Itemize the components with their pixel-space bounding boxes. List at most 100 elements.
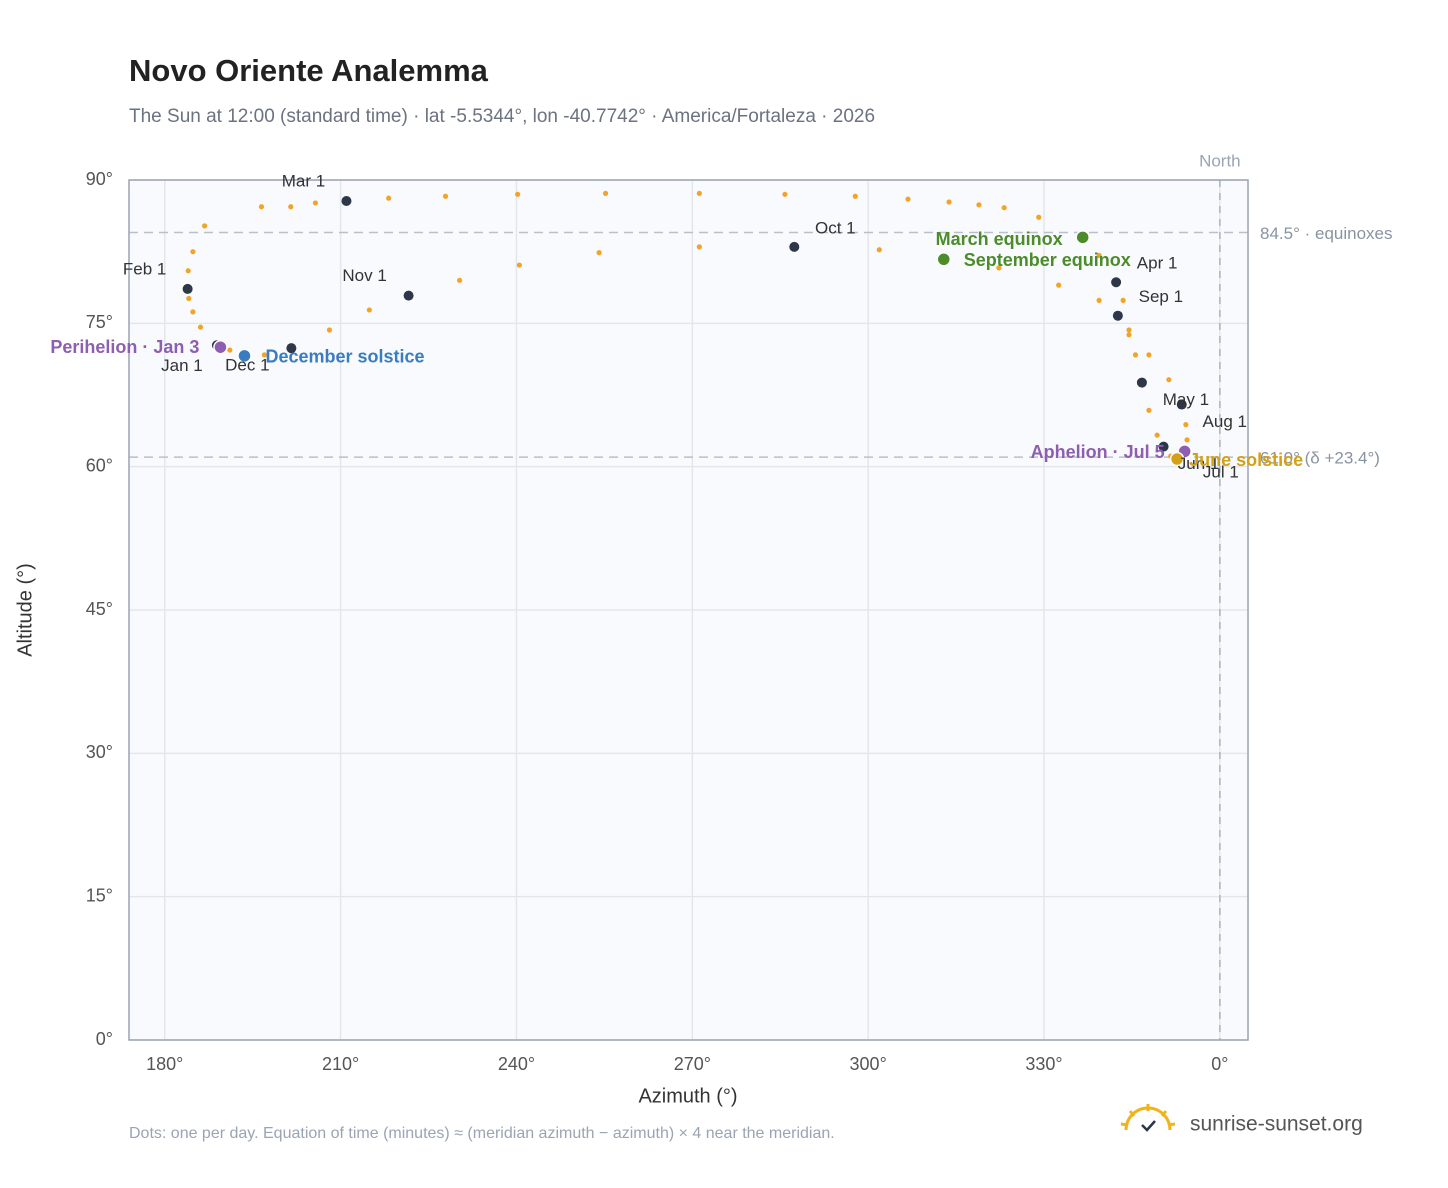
daily-dot bbox=[852, 193, 858, 199]
event-label: Aphelion · Jul 5 bbox=[1031, 442, 1165, 462]
month-label: Mar 1 bbox=[282, 172, 325, 191]
daily-dot bbox=[186, 295, 192, 302]
daily-dot bbox=[442, 193, 449, 199]
daily-dot bbox=[1120, 297, 1126, 303]
plot-frame bbox=[128, 179, 1249, 1041]
event-dot bbox=[1169, 451, 1185, 467]
month-label: Aug 1 bbox=[1203, 412, 1247, 431]
month-dot bbox=[403, 290, 414, 301]
month-dot bbox=[789, 241, 800, 252]
month-label: Feb 1 bbox=[123, 259, 166, 278]
month-label: Sep 1 bbox=[1139, 287, 1183, 306]
daily-dot bbox=[457, 277, 463, 283]
daily-dot bbox=[782, 191, 788, 197]
north-label: North bbox=[1199, 151, 1241, 170]
event-label: September equinox bbox=[964, 250, 1131, 270]
y-tick-label: 0° bbox=[96, 1029, 113, 1049]
daily-dot bbox=[515, 191, 521, 197]
daily-dot bbox=[1154, 432, 1160, 438]
y-tick-label: 90° bbox=[86, 169, 113, 189]
daily-dot bbox=[190, 249, 196, 255]
footnote: Dots: one per day. Equation of time (min… bbox=[129, 1125, 835, 1142]
daily-dot bbox=[1096, 297, 1102, 303]
month-label: Jan 1 bbox=[161, 356, 203, 375]
y-tick-label: 75° bbox=[86, 312, 113, 332]
x-tick-label: 0° bbox=[1211, 1054, 1228, 1074]
daily-dot bbox=[876, 247, 882, 253]
daily-dot bbox=[946, 199, 952, 205]
daily-dot bbox=[386, 195, 392, 201]
daily-dot bbox=[596, 250, 602, 256]
event-dot bbox=[936, 252, 952, 267]
x-tick-label: 300° bbox=[850, 1054, 887, 1074]
daily-dot bbox=[996, 265, 1002, 271]
event-label: December solstice bbox=[265, 347, 424, 367]
daily-dot bbox=[202, 223, 208, 229]
chart-title: Novo Oriente Analemma bbox=[129, 53, 489, 88]
month-dot bbox=[1136, 377, 1147, 388]
y-tick-label: 45° bbox=[86, 599, 113, 619]
daily-dot bbox=[1183, 422, 1189, 428]
daily-dot bbox=[696, 244, 702, 250]
brand: sunrise-sunset.org bbox=[1190, 1113, 1363, 1136]
daily-dot bbox=[976, 202, 982, 208]
daily-dot bbox=[1166, 377, 1172, 383]
x-axis-label: Azimuth (°) bbox=[638, 1085, 737, 1107]
month-label: Apr 1 bbox=[1137, 254, 1178, 273]
daily-dot bbox=[197, 324, 204, 330]
event-label: March equinox bbox=[936, 229, 1063, 249]
daily-dot bbox=[1126, 327, 1132, 333]
reference-label: 84.5° · equinoxes bbox=[1260, 224, 1393, 243]
event-dot bbox=[213, 339, 228, 355]
daily-dot bbox=[190, 309, 196, 315]
daily-dot bbox=[288, 204, 294, 210]
month-label: Nov 1 bbox=[342, 266, 386, 285]
month-label: Oct 1 bbox=[815, 218, 856, 237]
daily-dot bbox=[696, 190, 702, 196]
x-tick-label: 270° bbox=[674, 1054, 711, 1074]
daily-dot bbox=[1184, 437, 1190, 443]
daily-dot bbox=[326, 327, 333, 333]
reference-label: 61.0° (δ +23.4°) bbox=[1260, 449, 1380, 468]
month-dot bbox=[286, 343, 297, 354]
month-label: Jul 1 bbox=[1203, 463, 1239, 482]
event-dot bbox=[237, 348, 252, 364]
x-tick-label: 210° bbox=[322, 1054, 359, 1074]
daily-dot bbox=[1056, 282, 1062, 288]
daily-dot bbox=[185, 268, 191, 274]
month-dot bbox=[1111, 277, 1122, 288]
y-tick-label: 15° bbox=[86, 885, 113, 905]
daily-dot bbox=[1126, 332, 1132, 338]
daily-dot bbox=[905, 196, 911, 202]
daily-dot bbox=[258, 204, 265, 210]
x-tick-label: 330° bbox=[1025, 1054, 1062, 1074]
month-label: Jun 1 bbox=[1178, 454, 1220, 473]
y-tick-label: 30° bbox=[86, 742, 113, 762]
daily-dot bbox=[602, 190, 609, 196]
month-dot bbox=[182, 283, 193, 294]
month-dot bbox=[1176, 399, 1187, 410]
daily-dot bbox=[1146, 407, 1152, 413]
x-tick-label: 240° bbox=[498, 1054, 535, 1074]
month-dot bbox=[341, 196, 352, 207]
month-label: Dec 1 bbox=[225, 356, 269, 375]
event-label: June solstice bbox=[1189, 450, 1303, 470]
daily-dot bbox=[261, 352, 268, 358]
daily-dot bbox=[366, 307, 372, 313]
month-dot bbox=[1158, 441, 1169, 452]
daily-dot bbox=[1132, 352, 1139, 358]
event-dot bbox=[1075, 230, 1090, 245]
daily-dot bbox=[1096, 252, 1102, 259]
chart-subtitle: The Sun at 12:00 (standard time) · lat -… bbox=[129, 106, 875, 127]
event-label: Perihelion · Jan 3 bbox=[50, 337, 199, 357]
brand-logo bbox=[1120, 1104, 1176, 1132]
daily-dot bbox=[227, 347, 233, 353]
month-dot bbox=[1112, 310, 1123, 321]
x-tick-label: 180° bbox=[146, 1054, 183, 1074]
daily-dot bbox=[1001, 205, 1007, 211]
y-tick-label: 60° bbox=[86, 455, 113, 475]
y-axis-label: Altitude (°) bbox=[14, 563, 36, 657]
daily-dot bbox=[312, 200, 319, 206]
month-label: May 1 bbox=[1163, 390, 1209, 409]
